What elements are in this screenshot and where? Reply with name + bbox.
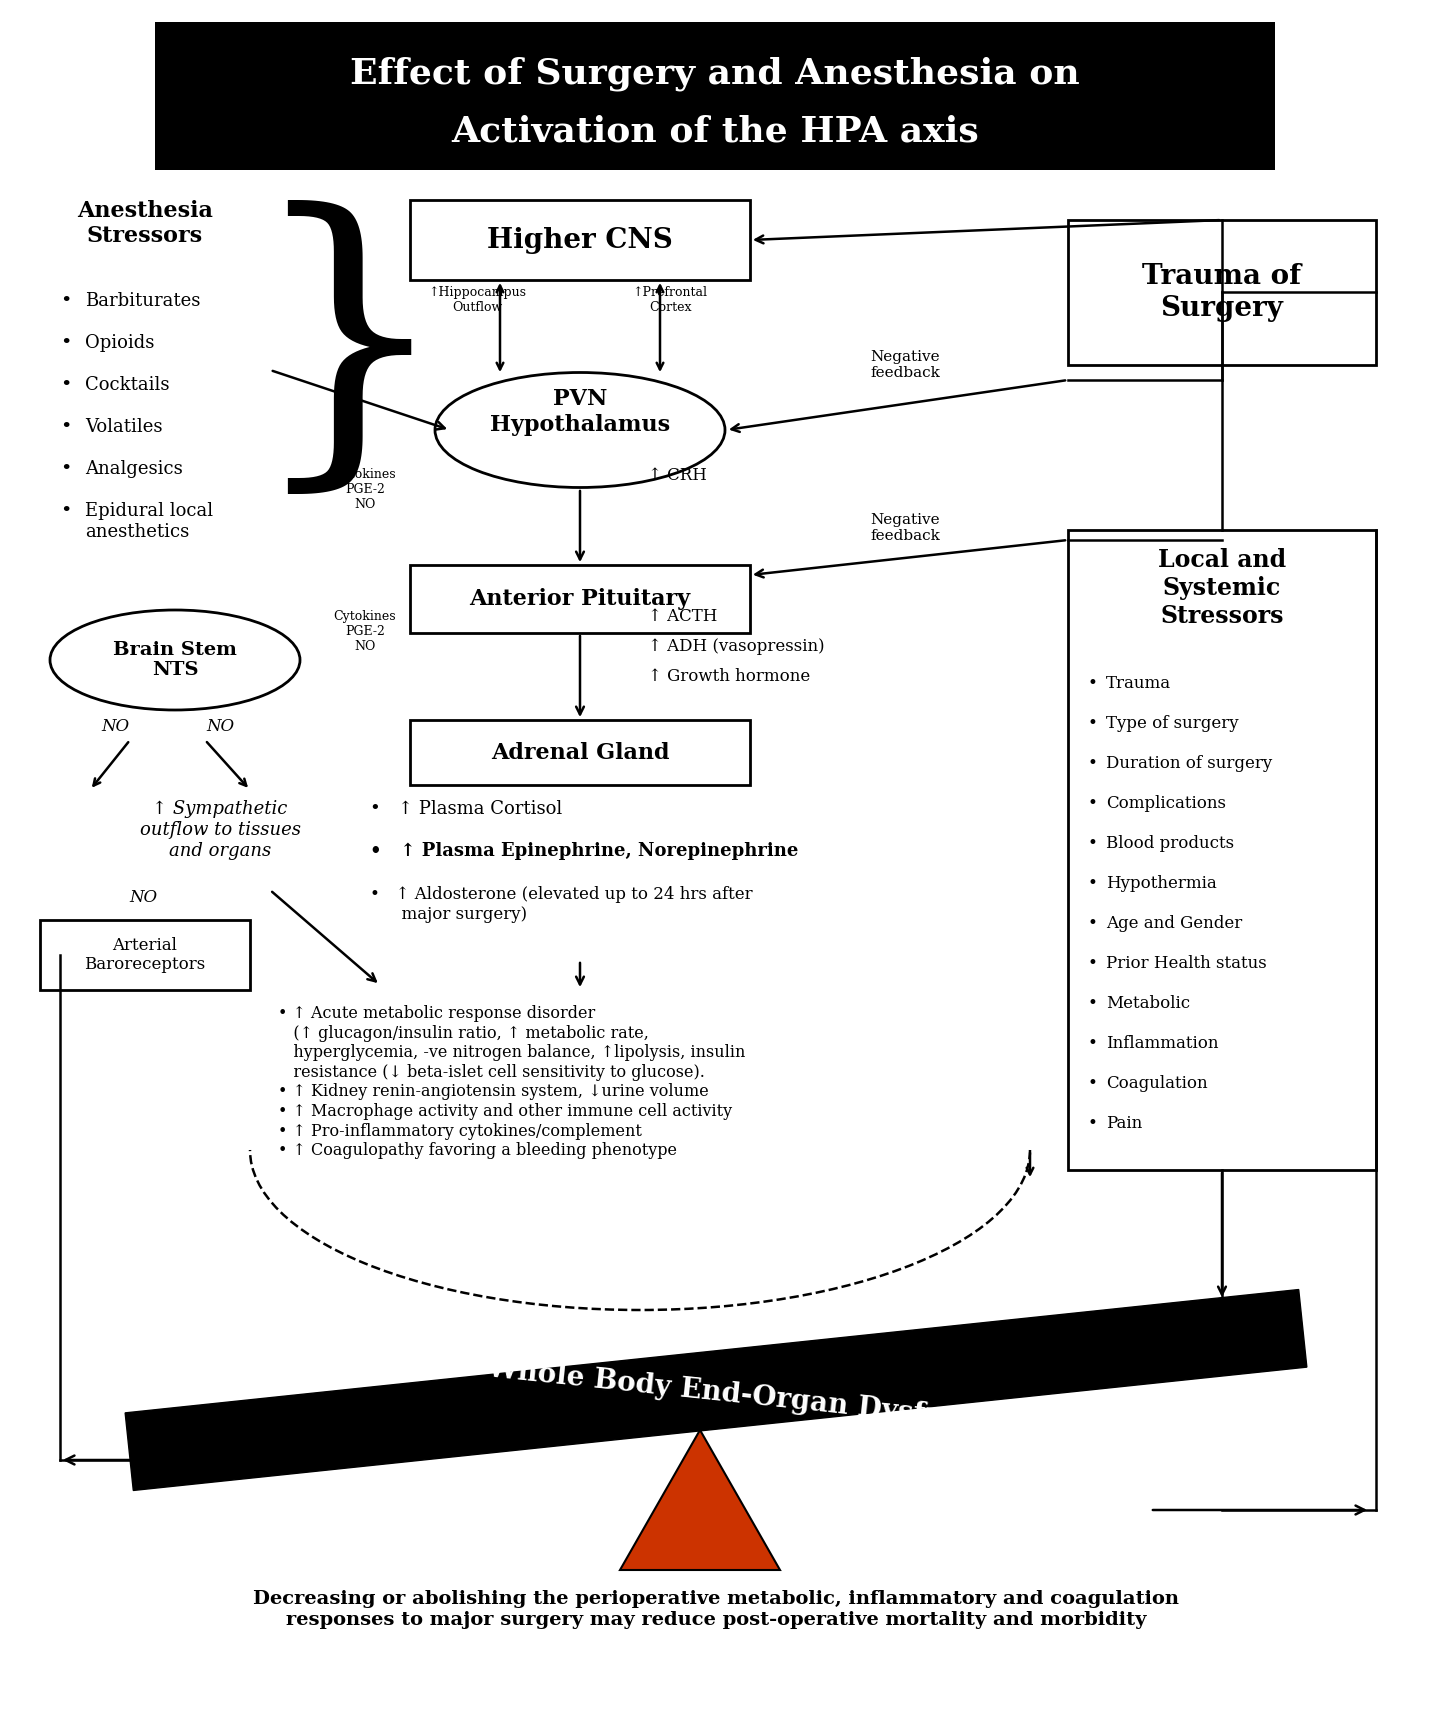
Text: PVN
Hypothalamus: PVN Hypothalamus [489, 388, 670, 435]
Text: Negative
feedback: Negative feedback [870, 512, 940, 543]
Text: Type of surgery: Type of surgery [1106, 715, 1239, 732]
Text: •   ↑ Plasma Epinephrine, Norepinephrine: • ↑ Plasma Epinephrine, Norepinephrine [371, 842, 798, 860]
Text: Activation of the HPA axis: Activation of the HPA axis [451, 113, 979, 148]
Text: Age and Gender: Age and Gender [1106, 915, 1242, 932]
Text: Effect of Surgery and Anesthesia on: Effect of Surgery and Anesthesia on [351, 57, 1080, 91]
Text: •   ↑ Plasma Cortisol: • ↑ Plasma Cortisol [371, 799, 562, 818]
Text: Blood products: Blood products [1106, 835, 1234, 853]
Text: Duration of surgery: Duration of surgery [1106, 755, 1272, 772]
Text: Hypothermia: Hypothermia [1106, 875, 1216, 892]
FancyBboxPatch shape [411, 720, 750, 786]
Text: •: • [60, 461, 72, 478]
Text: ↑ CRH: ↑ CRH [648, 466, 707, 483]
Text: Cocktails: Cocktails [84, 376, 169, 394]
Text: ↑ Growth hormone: ↑ Growth hormone [648, 669, 810, 684]
FancyBboxPatch shape [40, 920, 250, 990]
Text: Trauma: Trauma [1106, 676, 1171, 693]
Text: •: • [1088, 875, 1098, 892]
Text: Barbiturates: Barbiturates [84, 292, 200, 309]
Text: Whole Body End-Organ Dysfunction: Whole Body End-Organ Dysfunction [485, 1355, 1046, 1441]
Text: •: • [1088, 1116, 1098, 1133]
Polygon shape [620, 1430, 780, 1569]
Text: ↑Prefrontal
Cortex: ↑Prefrontal Cortex [633, 285, 707, 315]
Text: Cytokines
PGE-2
NO: Cytokines PGE-2 NO [333, 610, 396, 653]
Text: •: • [1088, 715, 1098, 732]
Text: ↑ Sympathetic
outflow to tissues
and organs: ↑ Sympathetic outflow to tissues and org… [139, 799, 301, 860]
FancyBboxPatch shape [1068, 220, 1377, 364]
Text: •: • [60, 376, 72, 394]
Text: •: • [1088, 755, 1098, 772]
Text: Local and
Systemic
Stressors: Local and Systemic Stressors [1158, 548, 1286, 627]
Ellipse shape [50, 610, 301, 710]
Text: • ↑ Acute metabolic response disorder
   (↑ glucagon/insulin ratio, ↑ metabolic : • ↑ Acute metabolic response disorder (↑… [278, 1006, 746, 1159]
Text: NO: NO [206, 719, 235, 736]
Text: ↑ ADH (vasopressin): ↑ ADH (vasopressin) [648, 638, 824, 655]
Text: Opioids: Opioids [84, 333, 155, 352]
Text: Complications: Complications [1106, 794, 1226, 811]
FancyBboxPatch shape [411, 566, 750, 633]
Text: •: • [60, 333, 72, 352]
Text: Anterior Pituitary: Anterior Pituitary [469, 588, 691, 610]
Text: Negative
feedback: Negative feedback [870, 351, 940, 380]
Text: }: } [248, 199, 451, 509]
Text: NO: NO [129, 889, 157, 906]
Text: Adrenal Gland: Adrenal Gland [491, 741, 670, 763]
Text: •: • [1088, 915, 1098, 932]
FancyBboxPatch shape [1068, 529, 1377, 1171]
Text: •: • [1088, 1074, 1098, 1092]
Text: Metabolic: Metabolic [1106, 995, 1191, 1012]
Text: Epidural local
anesthetics: Epidural local anesthetics [84, 502, 213, 541]
Text: Prior Health status: Prior Health status [1106, 956, 1266, 971]
Text: Pain: Pain [1106, 1116, 1142, 1133]
Text: Anesthesia
Stressors: Anesthesia Stressors [77, 199, 213, 248]
Text: •: • [60, 418, 72, 437]
FancyBboxPatch shape [411, 199, 750, 280]
Text: Arterial
Baroreceptors: Arterial Baroreceptors [84, 937, 206, 973]
Text: •: • [1088, 794, 1098, 811]
Text: •: • [1088, 995, 1098, 1012]
Text: •   ↑ Aldosterone (elevated up to 24 hrs after
      major surgery): • ↑ Aldosterone (elevated up to 24 hrs a… [371, 885, 753, 923]
Text: •: • [60, 502, 72, 521]
Text: Cytokines
PGE-2
NO: Cytokines PGE-2 NO [333, 468, 396, 511]
Text: Inflammation: Inflammation [1106, 1035, 1219, 1052]
Text: ↑ ACTH: ↑ ACTH [648, 609, 717, 626]
Text: Trauma of
Surgery: Trauma of Surgery [1142, 263, 1302, 321]
Text: •: • [1088, 1035, 1098, 1052]
Text: •: • [60, 292, 72, 309]
Text: •: • [1088, 835, 1098, 853]
Text: Higher CNS: Higher CNS [487, 227, 673, 253]
Text: Coagulation: Coagulation [1106, 1074, 1208, 1092]
Ellipse shape [435, 373, 726, 488]
Text: •: • [1088, 676, 1098, 693]
Text: NO: NO [102, 719, 129, 736]
Text: Decreasing or abolishing the perioperative metabolic, inflammatory and coagulati: Decreasing or abolishing the perioperati… [253, 1590, 1179, 1630]
Text: •: • [1088, 956, 1098, 971]
Text: Brain Stem
NTS: Brain Stem NTS [113, 641, 238, 679]
Polygon shape [124, 1289, 1307, 1490]
FancyBboxPatch shape [155, 22, 1275, 170]
Text: Volatiles: Volatiles [84, 418, 163, 437]
Text: Analgesics: Analgesics [84, 461, 183, 478]
Text: ↑Hippocampus
Outflow: ↑Hippocampus Outflow [428, 285, 527, 315]
